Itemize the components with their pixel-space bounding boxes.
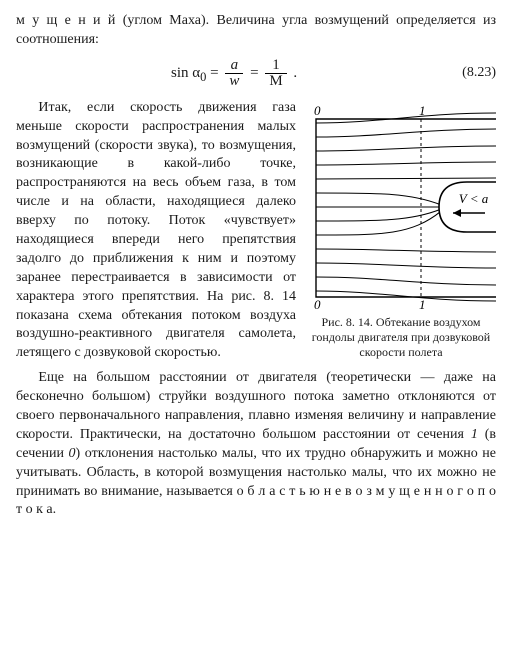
lead-line: м у щ е н и й (углом Маха). Величина угл… bbox=[16, 12, 496, 50]
figure-svg: 0011V < a bbox=[306, 101, 496, 311]
eq-eq1: = bbox=[210, 65, 218, 81]
section-0: 0 bbox=[69, 446, 76, 461]
eq-prefix: sin α bbox=[171, 65, 200, 81]
svg-text:1: 1 bbox=[419, 297, 426, 311]
figure-caption: Рис. 8. 14. Обтекание воз­духом гондолы … bbox=[306, 315, 496, 360]
svg-text:0: 0 bbox=[314, 103, 321, 118]
eq-eq2: = bbox=[250, 65, 258, 81]
equation-number: (8.23) bbox=[452, 64, 496, 83]
equation-row: sin α0 = a w = 1 M . (8.23) bbox=[16, 58, 496, 89]
frac1-den: w bbox=[225, 74, 243, 89]
figure: 0011V < a Рис. 8. 14. Обтекание воз­духо… bbox=[306, 101, 496, 360]
svg-text:0: 0 bbox=[314, 297, 321, 311]
frac2: 1 M bbox=[265, 58, 286, 89]
frac1-num: a bbox=[225, 58, 243, 74]
frac1: a w bbox=[225, 58, 243, 89]
svg-text:V < a: V < a bbox=[459, 191, 489, 206]
equation: sin α0 = a w = 1 M . bbox=[171, 58, 297, 89]
section-1: 1 bbox=[471, 427, 478, 442]
frac2-num: 1 bbox=[265, 58, 286, 74]
eq-tail: . bbox=[293, 65, 297, 81]
frac2-den: M bbox=[265, 74, 286, 89]
para2a: Еще на большом расстоянии от двигателя (… bbox=[16, 370, 496, 442]
paragraph-2: Еще на большом расстоянии от двигателя (… bbox=[16, 369, 496, 520]
eq-sub: 0 bbox=[200, 70, 206, 84]
